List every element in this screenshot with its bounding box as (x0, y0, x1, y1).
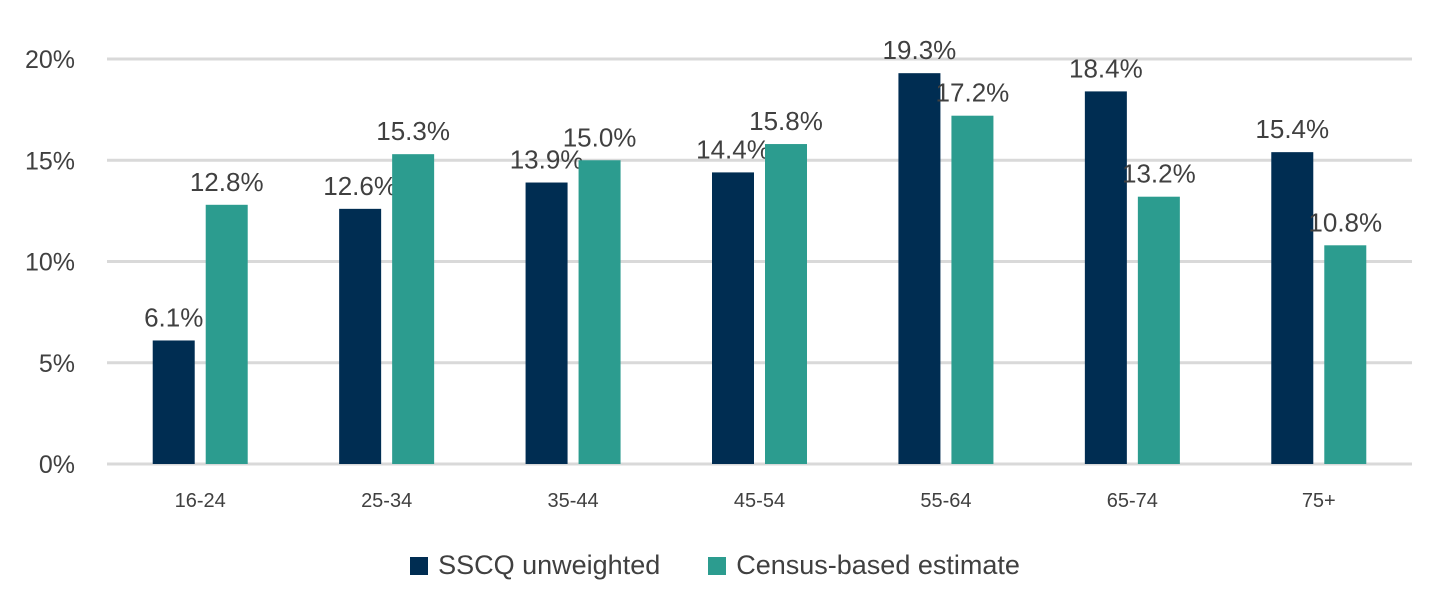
data-label: 18.4% (1069, 53, 1143, 83)
data-label: 10.8% (1308, 207, 1382, 237)
data-label: 12.8% (190, 167, 264, 197)
data-label: 15.0% (563, 122, 637, 152)
bar-sscq (339, 208, 382, 464)
bar-census (578, 160, 621, 464)
data-label: 15.4% (1255, 114, 1329, 144)
bar-census (1137, 196, 1180, 464)
y-tick-label: 10% (25, 249, 75, 277)
data-label: 17.2% (936, 78, 1010, 108)
bar-census (765, 144, 807, 465)
bar-census (1324, 245, 1367, 464)
bar-census (392, 154, 435, 465)
x-tick-label: 35-44 (547, 490, 598, 512)
data-label: 12.6% (323, 171, 397, 201)
data-label: 19.3% (883, 35, 957, 65)
y-tick-label: 5% (39, 350, 75, 378)
x-tick-label: 55-64 (920, 490, 971, 512)
bar-sscq (525, 182, 568, 464)
y-tick-label: 0% (39, 451, 75, 479)
legend-label-sscq: SSCQ unweighted (438, 550, 661, 580)
x-tick-label: 45-54 (734, 490, 785, 512)
legend-item-census: Census-based estimate (708, 550, 1020, 581)
data-label: 6.1% (144, 302, 203, 332)
x-tick-label: 75+ (1302, 490, 1336, 512)
bar-sscq (898, 73, 941, 465)
x-tick-label: 16-24 (175, 490, 226, 512)
data-label: 15.8% (749, 106, 823, 136)
legend: SSCQ unweighted Census-based estimate (0, 550, 1430, 581)
x-tick-label: 65-74 (1107, 490, 1158, 512)
legend-swatch-sscq (410, 556, 429, 575)
bar-sscq (1271, 152, 1314, 464)
y-tick-label: 20% (25, 46, 75, 74)
bar-sscq (152, 340, 195, 464)
bar-census (951, 115, 994, 464)
data-label: 14.4% (696, 134, 770, 164)
data-label: 13.2% (1122, 159, 1196, 189)
bar-chart: 0% 5% 10% 15% 20% 16-24 6.1% 12.8% 25-34 12.6% 15.… (25, 35, 1412, 512)
data-label: 13.9% (510, 145, 584, 175)
legend-swatch-census (708, 556, 727, 575)
bar-census (205, 204, 248, 465)
data-label: 15.3% (376, 116, 450, 146)
legend-item-sscq: SSCQ unweighted (410, 550, 660, 581)
legend-label-census: Census-based estimate (736, 550, 1020, 580)
bar-sscq (712, 172, 754, 464)
x-tick-label: 25-34 (361, 490, 412, 512)
bar-sscq (1084, 91, 1127, 465)
y-tick-label: 15% (25, 147, 75, 175)
